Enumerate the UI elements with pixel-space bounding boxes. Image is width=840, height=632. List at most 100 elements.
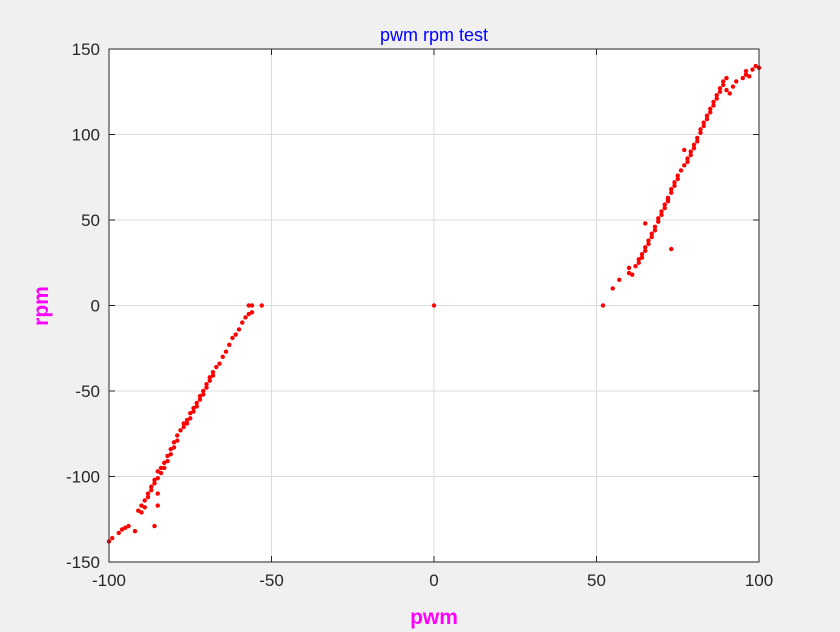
data-point — [724, 75, 729, 81]
data-point — [194, 404, 199, 409]
data-point — [168, 446, 173, 452]
data-point — [717, 86, 723, 91]
data-point — [249, 310, 255, 315]
data-point — [230, 335, 235, 341]
data-points — [106, 63, 762, 544]
data-point — [175, 438, 180, 443]
data-point — [210, 369, 216, 375]
data-point — [630, 272, 635, 277]
data-point — [431, 303, 437, 308]
data-point — [708, 110, 713, 115]
data-point — [685, 156, 690, 161]
data-point — [184, 421, 190, 426]
data-point — [149, 487, 154, 493]
data-point — [617, 277, 622, 283]
data-point — [691, 142, 697, 147]
x-tick-label: 0 — [429, 571, 438, 590]
data-point — [711, 99, 716, 105]
data-point — [162, 460, 167, 466]
data-point — [142, 498, 147, 503]
data-point — [626, 265, 632, 271]
data-point — [721, 79, 726, 84]
data-point — [201, 392, 206, 397]
data-point — [636, 260, 641, 265]
data-point — [155, 503, 160, 508]
y-tick-label: 150 — [72, 40, 100, 59]
data-point — [734, 79, 739, 84]
data-point — [152, 523, 157, 529]
y-tick-label: 50 — [81, 211, 100, 230]
data-point — [633, 263, 638, 269]
data-point — [220, 354, 225, 359]
data-point — [171, 445, 177, 450]
data-point — [695, 139, 700, 144]
data-point — [259, 303, 264, 308]
data-point — [669, 246, 674, 252]
data-point — [669, 190, 674, 195]
data-point — [656, 216, 661, 221]
y-tick-label: -100 — [66, 468, 100, 487]
data-point — [223, 349, 229, 354]
data-point — [695, 135, 700, 141]
data-point — [688, 152, 693, 158]
data-point — [149, 484, 154, 489]
x-tick-label: 50 — [587, 571, 606, 590]
x-tick-label: 100 — [745, 571, 773, 590]
data-point — [145, 491, 151, 496]
data-point — [685, 159, 690, 165]
data-point — [132, 529, 138, 534]
data-point — [740, 75, 745, 81]
data-point — [656, 219, 661, 224]
data-point — [659, 209, 664, 214]
data-point — [178, 428, 183, 433]
data-point — [721, 82, 726, 88]
data-point — [207, 378, 212, 383]
data-point — [626, 270, 632, 276]
data-point — [704, 116, 710, 122]
data-point — [158, 465, 164, 471]
data-point — [158, 470, 164, 476]
data-point — [639, 252, 645, 257]
data-point — [249, 303, 255, 308]
y-tick-label: 0 — [91, 297, 100, 316]
data-point — [724, 87, 729, 93]
data-point — [210, 373, 216, 378]
data-point — [643, 245, 648, 250]
data-point — [207, 375, 212, 380]
data-point — [123, 525, 128, 530]
data-point — [246, 303, 251, 308]
data-point — [727, 91, 732, 96]
data-point — [743, 72, 749, 77]
x-axis-label: pwm — [410, 606, 458, 629]
data-point — [152, 477, 157, 483]
data-point — [152, 481, 157, 486]
data-point — [649, 231, 654, 236]
data-point — [217, 361, 222, 366]
data-point — [672, 183, 677, 188]
data-point — [227, 342, 232, 348]
data-point — [691, 145, 697, 151]
chart-title: pwm rpm test — [380, 25, 488, 45]
data-point — [240, 320, 245, 325]
data-point — [171, 440, 177, 445]
data-point — [717, 89, 723, 94]
data-point — [139, 510, 144, 515]
data-point — [119, 527, 125, 532]
x-tick-label: -100 — [92, 571, 126, 590]
data-point — [669, 187, 674, 192]
data-point — [175, 433, 180, 438]
data-point — [197, 393, 203, 399]
data-point — [662, 202, 667, 207]
data-point — [682, 147, 687, 153]
data-point — [145, 494, 151, 500]
data-point — [194, 400, 199, 406]
data-point — [191, 409, 196, 414]
data-point — [236, 327, 242, 332]
data-point — [639, 255, 645, 260]
data-point — [155, 491, 160, 496]
data-point — [110, 535, 115, 541]
data-point — [191, 405, 196, 411]
data-point — [711, 103, 716, 108]
data-point — [165, 458, 170, 464]
